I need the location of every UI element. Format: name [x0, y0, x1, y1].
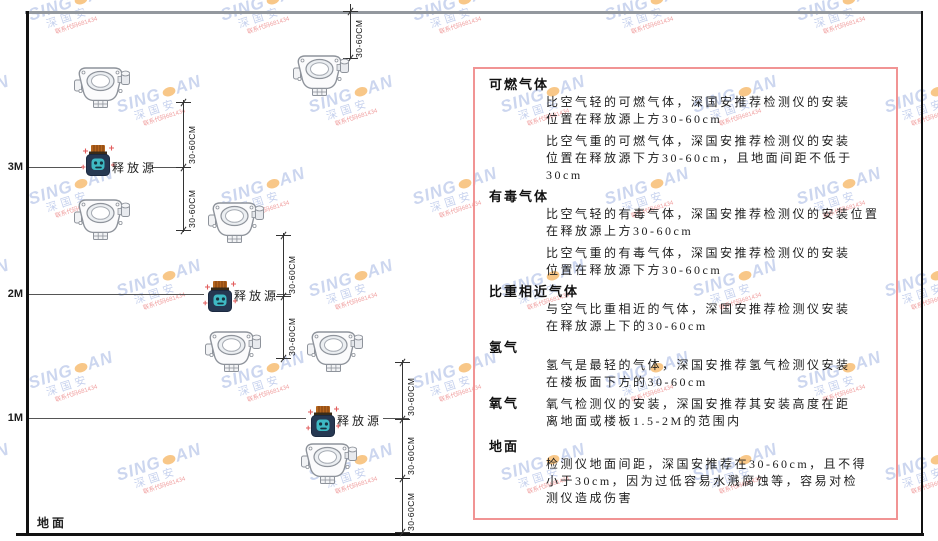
panel-text-line: 离地面或楼板1.5-2M的范围内	[546, 414, 742, 428]
gas-detector-icon-ceiling	[293, 55, 349, 96]
recommendation-panel: 可燃气体比空气轻的可燃气体，深国安推荐检测仪的安装 位置在释放源上方30-60cm…	[473, 67, 898, 520]
dim-label-1m-above: 30-60CM	[406, 377, 416, 416]
watermark-oval-icon	[841, 0, 857, 7]
dim-label-ceiling: 30-60CM	[354, 19, 364, 58]
panel-section: 有毒气体比空气轻的有毒气体，深国安推荐检测仪的安装位置 在释放源上方30-60cm…	[489, 189, 884, 279]
watermark-oval-icon	[265, 0, 281, 7]
dim-label-1m-below: 30-60CM	[406, 436, 416, 475]
release-source-icon-1m	[305, 405, 341, 438]
panel-text-line: 在释放源上下的30-60cm	[546, 319, 708, 333]
ceiling-line	[25, 11, 923, 14]
ground-label: 地面	[37, 516, 68, 530]
gas-detector-icon-below-2m	[205, 331, 261, 372]
watermark-oval-icon	[353, 85, 369, 99]
dim-label-3m-above: 30-60CM	[187, 125, 197, 164]
left-wall-line	[26, 11, 29, 534]
axis-label-1m: 1M	[7, 412, 23, 424]
gas-detector-icon-below-1m	[301, 443, 357, 484]
panel-text-line: 比空气重的有毒气体，深国安推荐检测仪的安装	[546, 246, 851, 260]
level-line-1m	[29, 418, 306, 419]
release-source-label-1m: 释放源	[337, 414, 383, 428]
level-line-3m-right	[152, 167, 190, 168]
watermark-oval-icon	[457, 361, 473, 375]
panel-text-line: 氢气是最轻的气体，深国安推荐氢气检测仪安装	[546, 358, 851, 372]
panel-text-line: 测仪造成伤害	[546, 491, 634, 505]
watermark-oval-icon	[73, 0, 89, 7]
release-source-label-2m: 释放源	[234, 289, 280, 303]
watermark-oval-icon	[649, 0, 665, 7]
gas-detector-icon-above-3m	[74, 67, 130, 108]
gas-detector-icon-below-3m	[74, 199, 130, 240]
release-source-icon-2m	[202, 280, 238, 313]
section-heading: 地面	[489, 439, 520, 454]
right-wall-line	[921, 11, 923, 534]
dim-label-2m-above: 30-60CM	[287, 255, 297, 294]
release-source-icon-3m	[80, 144, 116, 177]
dimension-line-ceiling	[350, 4, 351, 59]
watermark-oval-icon	[353, 269, 369, 283]
panel-text-line: 30cm	[546, 168, 583, 182]
panel-text-line: 比空气轻的可燃气体，深国安推荐检测仪的安装	[546, 95, 851, 109]
panel-text-line: 氧气检测仪的安装，深国安推荐其安装高度在距	[546, 397, 851, 411]
release-source-label-3m: 释放源	[112, 161, 158, 175]
watermark-oval-icon	[929, 85, 938, 99]
watermark-oval-icon	[73, 177, 89, 191]
panel-text-line: 比空气轻的有毒气体，深国安推荐检测仪的安装位置	[546, 207, 880, 221]
watermark-oval-icon	[929, 453, 938, 467]
panel-text-line: 位置在释放源下方30-60cm，且地面间距不低于	[546, 151, 853, 165]
level-line-2m	[29, 294, 204, 295]
panel-section: 可燃气体比空气轻的可燃气体，深国安推荐检测仪的安装 位置在释放源上方30-60cm…	[489, 77, 884, 184]
watermark-oval-icon	[161, 269, 177, 283]
gas-detector-icon-above-2m	[208, 202, 264, 243]
panel-section: 氢气氢气是最轻的气体，深国安推荐氢气检测仪安装 在楼板面下方的30-60cm	[489, 340, 884, 391]
ground-line	[16, 533, 924, 536]
panel-section: 地面检测仪地面间距，深国安推荐在30-60cm，且不得 小于30cm，因为过低容易…	[489, 439, 884, 507]
section-heading: 可燃气体	[489, 77, 550, 92]
dim-label-ground-clearance: 30-60CM	[406, 492, 416, 531]
gas-detector-icon-above-1m	[307, 331, 363, 372]
section-heading: 氧气	[489, 396, 520, 411]
level-line-3m	[29, 167, 82, 168]
panel-section: 氧气 氧气检测仪的安装，深国安推荐其安装高度在距 离地面或楼板1.5-2M的范围内	[489, 396, 884, 435]
section-heading: 氢气	[489, 340, 520, 355]
section-heading: 有毒气体	[489, 189, 550, 204]
watermark-oval-icon	[929, 269, 938, 283]
watermark-oval-icon	[73, 361, 89, 375]
watermark-oval-icon	[265, 177, 281, 191]
watermark-oval-icon	[457, 0, 473, 7]
panel-text-line: 小于30cm，因为过低容易水溅腐蚀等，容易对检	[546, 474, 859, 488]
section-heading: 比重相近气体	[489, 284, 580, 299]
axis-label-3m: 3M	[7, 161, 23, 173]
panel-sections: 可燃气体比空气轻的可燃气体，深国安推荐检测仪的安装 位置在释放源上方30-60cm…	[489, 77, 884, 507]
dimension-line-1m	[402, 360, 403, 534]
panel-text-line: 在楼板面下方的30-60cm	[546, 375, 708, 389]
panel-text-line: 位置在释放源上方30-60cm	[546, 112, 723, 126]
dim-label-2m-below: 30-60CM	[287, 317, 297, 356]
panel-section: 比重相近气体与空气比重相近的气体，深国安推荐检测仪安装 在释放源上下的30-60c…	[489, 284, 884, 335]
panel-text-line: 在释放源上方30-60cm	[546, 224, 694, 238]
watermark-oval-icon	[457, 177, 473, 191]
watermark-oval-icon	[161, 85, 177, 99]
axis-label-2m: 2M	[7, 288, 23, 300]
watermark-oval-icon	[265, 361, 281, 375]
watermark-oval-icon	[161, 453, 177, 467]
dim-label-3m-below: 30-60CM	[187, 189, 197, 228]
panel-text-line: 检测仪地面间距，深国安推荐在30-60cm，且不得	[546, 457, 868, 471]
panel-text-line: 与空气比重相近的气体，深国安推荐检测仪安装	[546, 302, 851, 316]
level-line-1m-right	[383, 418, 409, 419]
panel-text-line: 比空气重的可燃气体，深国安推荐检测仪的安装	[546, 134, 851, 148]
panel-text-line: 位置在释放源下方30-60cm	[546, 263, 723, 277]
